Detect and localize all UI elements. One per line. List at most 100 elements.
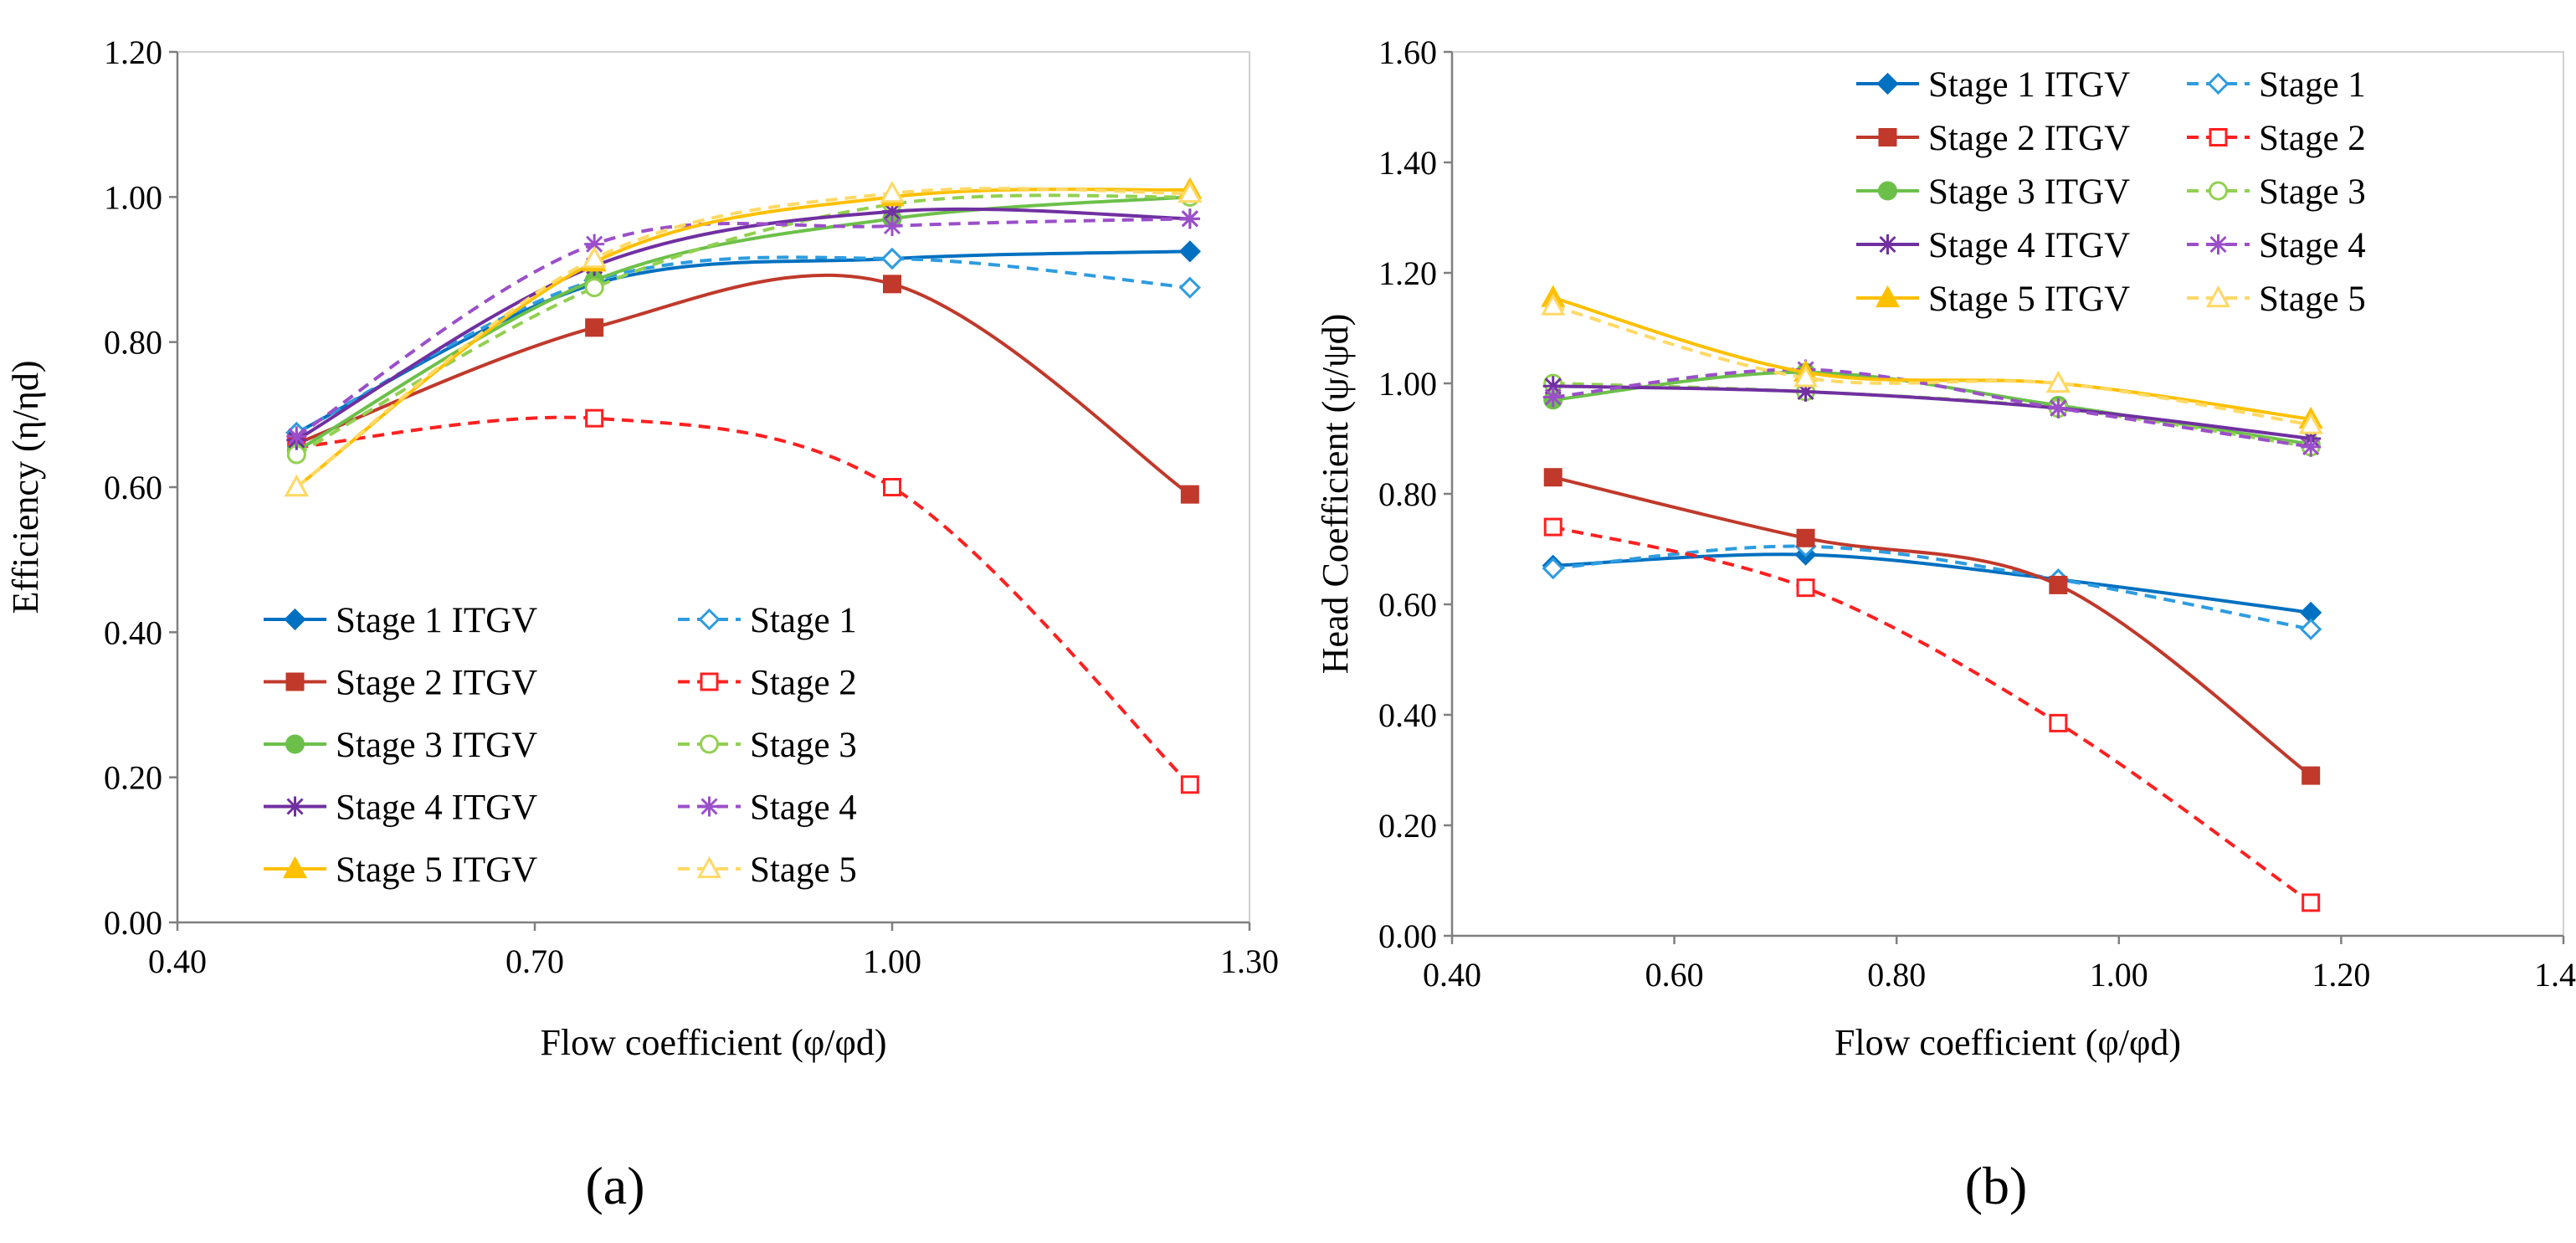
series-line [295,207,1190,442]
series-stage-3-itgv-solid [286,187,1200,461]
series-line [1552,370,2312,446]
x-tick-label: 1.20 [2312,956,2370,994]
data-point [2301,436,2322,457]
head-coefficient-chart: 0.00 0.20 0.40 0.60 0.80 1.00 1.20 1.40 1.60 0.40… [1315,33,2576,1063]
series-stage-2-itgv-solid [1543,468,2321,785]
legend-label: Stage 1 ITGV [336,601,537,640]
legend-item-stage-1-itgv-solid: Stage 1 ITGV [264,601,537,640]
series-line [1552,384,2312,440]
legend-swatch-marker [282,855,308,879]
x-tick-label: 0.40 [1423,956,1481,994]
legend-swatch-marker [698,608,721,631]
x-axis-label: Flow coefficient (φ/φd) [1835,1022,2181,1063]
data-point [1795,381,1816,402]
y-tick-label: 0.00 [1378,917,1437,955]
legend-item-stage-5-dashed: Stage 5 [2187,280,2366,319]
series-line [1552,475,2312,778]
legend-item-stage-1-itgv-solid: Stage 1 ITGV [1856,65,2130,105]
series-line [1552,552,2312,614]
legend-label: Stage 1 ITGV [1928,65,2130,105]
legend-swatch-marker [2209,181,2228,201]
data-point [882,216,902,236]
series-line [295,193,1190,456]
legend-swatch-marker [700,734,719,754]
y-tick-label: 1.20 [1378,254,1437,292]
legend-item-stage-4-itgv-solid: Stage 4 ITGV [1856,226,2130,265]
legend-label: Stage 5 [2259,280,2366,319]
y-tick-label: 0.20 [1378,807,1437,845]
data-point [1180,775,1199,794]
legend-label: Stage 5 [750,850,857,890]
x-tick-label: 0.70 [505,943,564,980]
data-point [2301,893,2321,912]
x-tick-label: 1.40 [2534,956,2576,994]
panel-label-b: (b) [1965,1156,2028,1215]
panel-label-a: (a) [585,1156,644,1215]
legend-label: Stage 5 ITGV [1928,280,2130,319]
legend-item-stage-4-dashed: Stage 4 [2187,226,2366,265]
data-point [2048,398,2069,419]
legend-swatch-marker [2205,285,2231,308]
legend-swatch-marker [2207,72,2230,95]
legend-item-stage-2-itgv-solid: Stage 2 ITGV [264,664,537,703]
legend-item-stage-2-dashed: Stage 2 [2187,119,2366,158]
data-point [883,275,901,294]
legend-item-stage-3-itgv-solid: Stage 3 ITGV [264,726,537,765]
y-tick-label: 0.60 [104,469,162,506]
data-point [582,245,607,269]
data-point [1543,517,1563,537]
y-tick-label: 0.60 [1378,586,1437,624]
series-stage-2-itgv-solid [287,273,1199,504]
data-point [1796,578,1815,598]
data-point [286,426,307,447]
legend-item-stage-5-itgv-solid: Stage 5 ITGV [1856,280,2130,319]
data-point [1543,468,1563,487]
series-line [295,273,1191,496]
legend-label: Stage 1 [750,601,857,640]
series-line [295,255,1190,434]
legend-label: Stage 2 ITGV [1928,119,2130,158]
data-point [2049,575,2068,594]
series-line [1552,382,2312,449]
y-tick-label: 0.40 [104,614,162,651]
legend-label: Stage 1 [2259,65,2366,105]
legend-item-stage-5-dashed: Stage 5 [678,850,857,890]
data-point [880,247,904,270]
legend-label: Stage 3 [2259,172,2366,212]
legend: Stage 1 ITGV Stage 1 Stage 2 ITGV Stage 2 St… [264,601,857,890]
legend-swatch-marker [699,796,720,817]
legend-swatch-marker [1878,128,1897,146]
data-point [1178,180,1203,203]
legend-swatch-marker [700,672,719,691]
legend-swatch-marker [1878,181,1897,201]
data-point [2045,370,2071,393]
legend-swatch-marker [285,672,305,691]
series-stage-3-itgv-solid [1543,362,2321,455]
y-tick-label: 1.00 [1378,365,1437,403]
series-stage-5-dashed [284,180,1203,497]
legend-item-stage-2-itgv-solid: Stage 2 ITGV [1856,119,2130,158]
series-line [295,195,1190,453]
y-tick-label: 0.80 [1378,475,1437,513]
legend-item-stage-3-itgv-solid: Stage 3 ITGV [1856,172,2130,212]
legend-swatch-marker [285,796,305,817]
series-stage-4-dashed [1542,359,2322,457]
data-point [1179,208,1200,229]
x-tick-label: 1.30 [1220,943,1279,980]
legend-item-stage-1-dashed: Stage 1 [2187,65,2366,105]
legend-swatch-marker [696,855,722,879]
legend-label: Stage 2 [750,664,857,703]
legend-swatch-marker [2209,128,2228,146]
y-tick-label: 0.00 [104,904,162,942]
data-point [1793,365,1819,388]
series-line [295,217,1190,438]
data-point [584,234,605,254]
legend-swatch-marker [1877,234,1898,254]
series-line [295,249,1190,434]
legend-item-stage-3-dashed: Stage 3 [678,726,857,765]
data-point [1180,485,1199,504]
legend-swatch-marker [285,734,305,754]
data-point [1542,557,1564,580]
data-point [584,278,604,298]
legend-label: Stage 4 ITGV [336,788,537,828]
